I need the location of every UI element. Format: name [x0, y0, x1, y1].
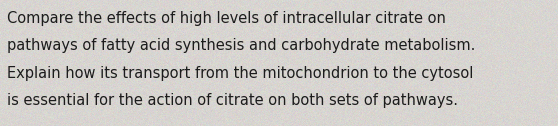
- Text: Compare the effects of high levels of intracellular citrate on: Compare the effects of high levels of in…: [7, 11, 446, 26]
- Text: is essential for the action of citrate on both sets of pathways.: is essential for the action of citrate o…: [7, 93, 458, 108]
- Text: pathways of fatty acid synthesis and carbohydrate metabolism.: pathways of fatty acid synthesis and car…: [7, 38, 475, 53]
- Text: Explain how its transport from the mitochondrion to the cytosol: Explain how its transport from the mitoc…: [7, 66, 474, 81]
